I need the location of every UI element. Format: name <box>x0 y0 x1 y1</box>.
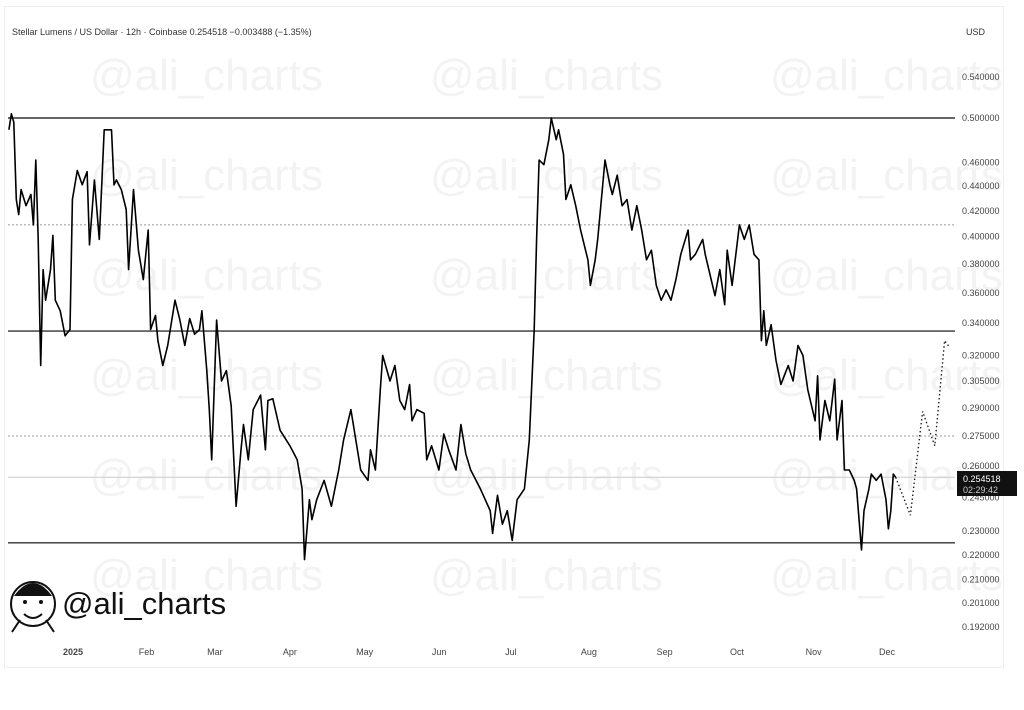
candle-countdown: 02:29:42 <box>963 485 998 495</box>
projection-dotted-line <box>895 338 951 516</box>
watermark-text: @ali_charts <box>770 51 1003 100</box>
y-axis-ticks: 0.540000 0.500000 0.460000 0.440000 0.420000… <box>962 72 1000 632</box>
currency-label: USD <box>966 27 986 37</box>
x-axis-ticks: 2025 Feb Mar Apr May Jun Jul Aug Sep Oct Nov Dec <box>63 647 895 657</box>
x-tick-label: Nov <box>806 647 823 657</box>
y-tick-label: 0.245000 <box>962 493 1000 503</box>
current-price-value: 0.254518 <box>963 474 1001 484</box>
watermark-text: @ali_charts <box>770 151 1003 200</box>
ali-charts-logo <box>10 581 56 633</box>
watermark-layer: @ali_charts @ali_charts @ali_charts @ali_ch… <box>90 51 1003 600</box>
y-tick-label: 0.220000 <box>962 550 1000 560</box>
x-tick-label: Oct <box>730 647 745 657</box>
y-tick-label: 0.440000 <box>962 181 1000 191</box>
watermark-text: @ali_charts <box>90 51 323 100</box>
x-tick-label: 2025 <box>63 647 83 657</box>
watermark-text: @ali_charts <box>770 551 1003 600</box>
x-tick-label: Jun <box>432 647 447 657</box>
x-tick-label: Apr <box>283 647 297 657</box>
y-tick-label: 0.305000 <box>962 376 1000 386</box>
chart-title: Stellar Lumens / US Dollar · 12h · Coinb… <box>12 27 312 37</box>
watermark-text: @ali_charts <box>430 151 663 200</box>
x-tick-label: Jul <box>505 647 517 657</box>
y-tick-label: 0.210000 <box>962 575 1000 585</box>
y-tick-label: 0.360000 <box>962 288 1000 298</box>
watermark-text: @ali_charts <box>90 451 323 500</box>
y-tick-label: 0.380000 <box>962 259 1000 269</box>
watermark-text: @ali_charts <box>430 451 663 500</box>
current-price-label: 0.254518 02:29:42 <box>957 471 1017 496</box>
watermark-text: @ali_charts <box>90 251 323 300</box>
y-tick-label: 0.400000 <box>962 232 1000 242</box>
chart-frame <box>4 6 1004 668</box>
watermark-text: @ali_charts <box>430 351 663 400</box>
y-tick-label: 0.275000 <box>962 431 1000 441</box>
watermark-text: @ali_charts <box>430 51 663 100</box>
x-tick-label: Sep <box>657 647 673 657</box>
level-lines <box>8 117 955 544</box>
watermark-text: @ali_charts <box>770 251 1003 300</box>
y-tick-label: 0.340000 <box>962 318 1000 328</box>
watermark-text: @ali_charts <box>90 551 323 600</box>
y-tick-label: 0.500000 <box>962 113 1000 123</box>
y-tick-label: 0.230000 <box>962 526 1000 536</box>
x-tick-label: Mar <box>207 647 223 657</box>
price-series-line <box>8 113 897 561</box>
logo-handle: @ali_charts <box>62 586 227 621</box>
y-tick-label: 0.460000 <box>962 157 1000 167</box>
y-tick-label: 0.320000 <box>962 350 1000 360</box>
y-tick-label: 0.201000 <box>962 598 1000 608</box>
watermark-text: @ali_charts <box>430 251 663 300</box>
watermark-text: @ali_charts <box>430 551 663 600</box>
x-tick-label: Aug <box>581 647 597 657</box>
y-tick-label: 0.290000 <box>962 403 1000 413</box>
y-tick-label: 0.540000 <box>962 72 1000 82</box>
x-tick-label: May <box>356 647 374 657</box>
x-tick-label: Feb <box>139 647 155 657</box>
y-tick-label: 0.420000 <box>962 206 1000 216</box>
x-tick-label: Dec <box>879 647 896 657</box>
y-tick-label: 0.260000 <box>962 461 1000 471</box>
watermark-text: @ali_charts <box>90 151 323 200</box>
y-tick-label: 0.192000 <box>962 622 1000 632</box>
